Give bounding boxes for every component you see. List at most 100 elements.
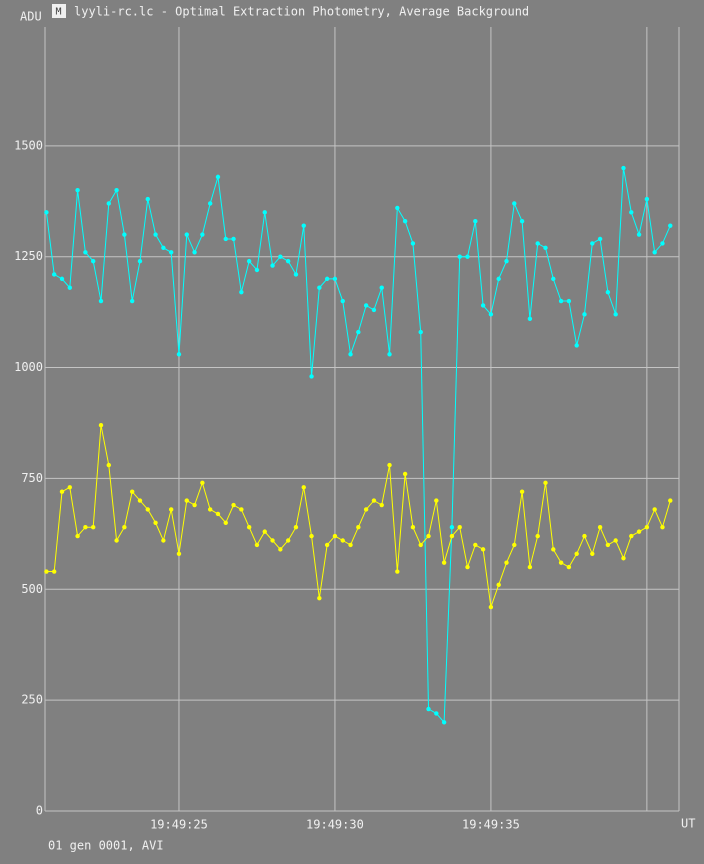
data-point <box>660 524 665 530</box>
chart-title: lyyli-rc.lc - Optimal Extraction Photome… <box>74 5 529 19</box>
data-point <box>254 267 260 273</box>
data-point <box>262 529 267 534</box>
x-tick-label: 19:49:30 <box>306 818 364 832</box>
data-point <box>90 258 96 264</box>
data-point <box>278 254 283 259</box>
data-point <box>629 210 634 215</box>
data-point <box>90 524 96 530</box>
data-point <box>395 569 400 574</box>
data-point <box>239 289 244 295</box>
data-point <box>465 564 470 570</box>
data-point <box>114 187 119 193</box>
data-point <box>551 276 556 282</box>
data-point <box>418 329 423 335</box>
data-point <box>67 485 72 490</box>
data-point <box>441 720 447 725</box>
data-point <box>317 595 322 601</box>
data-point <box>590 551 595 557</box>
data-point <box>488 312 494 317</box>
data-point <box>574 343 579 348</box>
data-point <box>215 511 221 517</box>
data-point <box>527 316 533 321</box>
data-point <box>137 498 143 503</box>
data-point <box>52 569 57 574</box>
series-line <box>45 167 671 724</box>
data-point <box>317 285 322 290</box>
data-point <box>519 219 525 224</box>
data-point <box>246 258 252 264</box>
data-point <box>285 538 291 543</box>
data-point <box>636 232 642 237</box>
data-point <box>504 560 509 565</box>
data-point <box>582 312 587 317</box>
y-tick-label: 0 <box>36 804 43 818</box>
data-point <box>83 524 88 530</box>
data-point <box>75 187 80 193</box>
data-point <box>293 272 299 277</box>
data-point <box>356 329 361 335</box>
data-point <box>278 547 283 552</box>
y-tick-label: 500 <box>21 582 43 596</box>
data-point <box>379 502 384 508</box>
data-point <box>285 258 291 264</box>
data-point <box>558 298 564 304</box>
data-point <box>441 560 447 565</box>
data-point <box>340 538 345 543</box>
data-point <box>652 250 657 255</box>
data-point <box>207 201 213 206</box>
data-point <box>621 165 626 171</box>
data-point <box>402 471 408 477</box>
y-tick-label: 750 <box>21 471 43 485</box>
data-point <box>293 524 299 530</box>
data-point <box>200 232 205 237</box>
data-point <box>605 289 611 295</box>
data-point <box>59 276 65 282</box>
data-point <box>114 538 119 543</box>
data-point <box>644 196 650 202</box>
data-point <box>395 205 400 211</box>
y-tick-label: 250 <box>21 693 43 707</box>
data-point <box>129 489 135 494</box>
data-point <box>449 524 455 530</box>
data-point <box>122 232 127 237</box>
data-point <box>488 604 494 610</box>
y-axis-label: ADU <box>20 10 42 24</box>
data-point <box>574 551 579 557</box>
data-point <box>231 236 236 242</box>
x-tick-label: 19:49:35 <box>462 818 520 832</box>
data-point <box>512 201 517 206</box>
data-point <box>566 298 572 304</box>
data-point <box>473 219 478 224</box>
data-point <box>597 524 603 530</box>
data-point <box>668 223 673 228</box>
data-point <box>527 564 533 570</box>
data-point <box>137 258 143 264</box>
data-point <box>668 498 673 503</box>
data-point <box>309 533 314 539</box>
data-point <box>566 564 572 570</box>
data-point <box>309 374 314 379</box>
data-point <box>122 524 127 530</box>
data-point <box>356 524 361 530</box>
data-point <box>519 489 525 494</box>
data-point <box>207 507 213 512</box>
data-point <box>98 298 104 304</box>
data-point <box>254 542 260 548</box>
data-point <box>387 352 392 357</box>
data-point <box>551 547 556 552</box>
data-point <box>363 303 369 308</box>
data-point <box>67 285 72 290</box>
data-point <box>106 462 111 468</box>
data-point <box>434 711 439 716</box>
data-point <box>535 241 540 246</box>
data-point <box>652 507 657 512</box>
data-point <box>496 582 501 588</box>
data-point <box>168 250 174 255</box>
data-point <box>324 542 330 548</box>
data-point <box>371 307 377 313</box>
data-point <box>239 507 244 512</box>
data-point <box>426 533 431 539</box>
data-point <box>465 254 470 259</box>
data-point <box>246 524 252 530</box>
data-point <box>457 254 462 259</box>
